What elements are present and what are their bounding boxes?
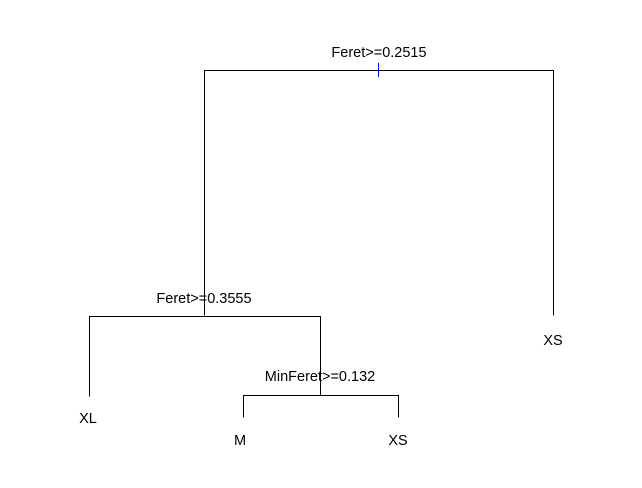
leaf-xl: XL <box>79 411 97 427</box>
left-split-branch <box>89 316 321 397</box>
root-split-branch <box>204 70 554 316</box>
root-split-label: Feret>=0.2515 <box>331 45 426 61</box>
inner-split-branch <box>243 395 399 418</box>
leaf-m: M <box>234 433 246 449</box>
leaf-xs-right: XS <box>543 333 562 349</box>
inner-split-label: MinFeret>=0.132 <box>265 369 375 385</box>
leaf-xs-inner: XS <box>388 433 407 449</box>
left-split-label: Feret>=0.3555 <box>156 291 251 307</box>
